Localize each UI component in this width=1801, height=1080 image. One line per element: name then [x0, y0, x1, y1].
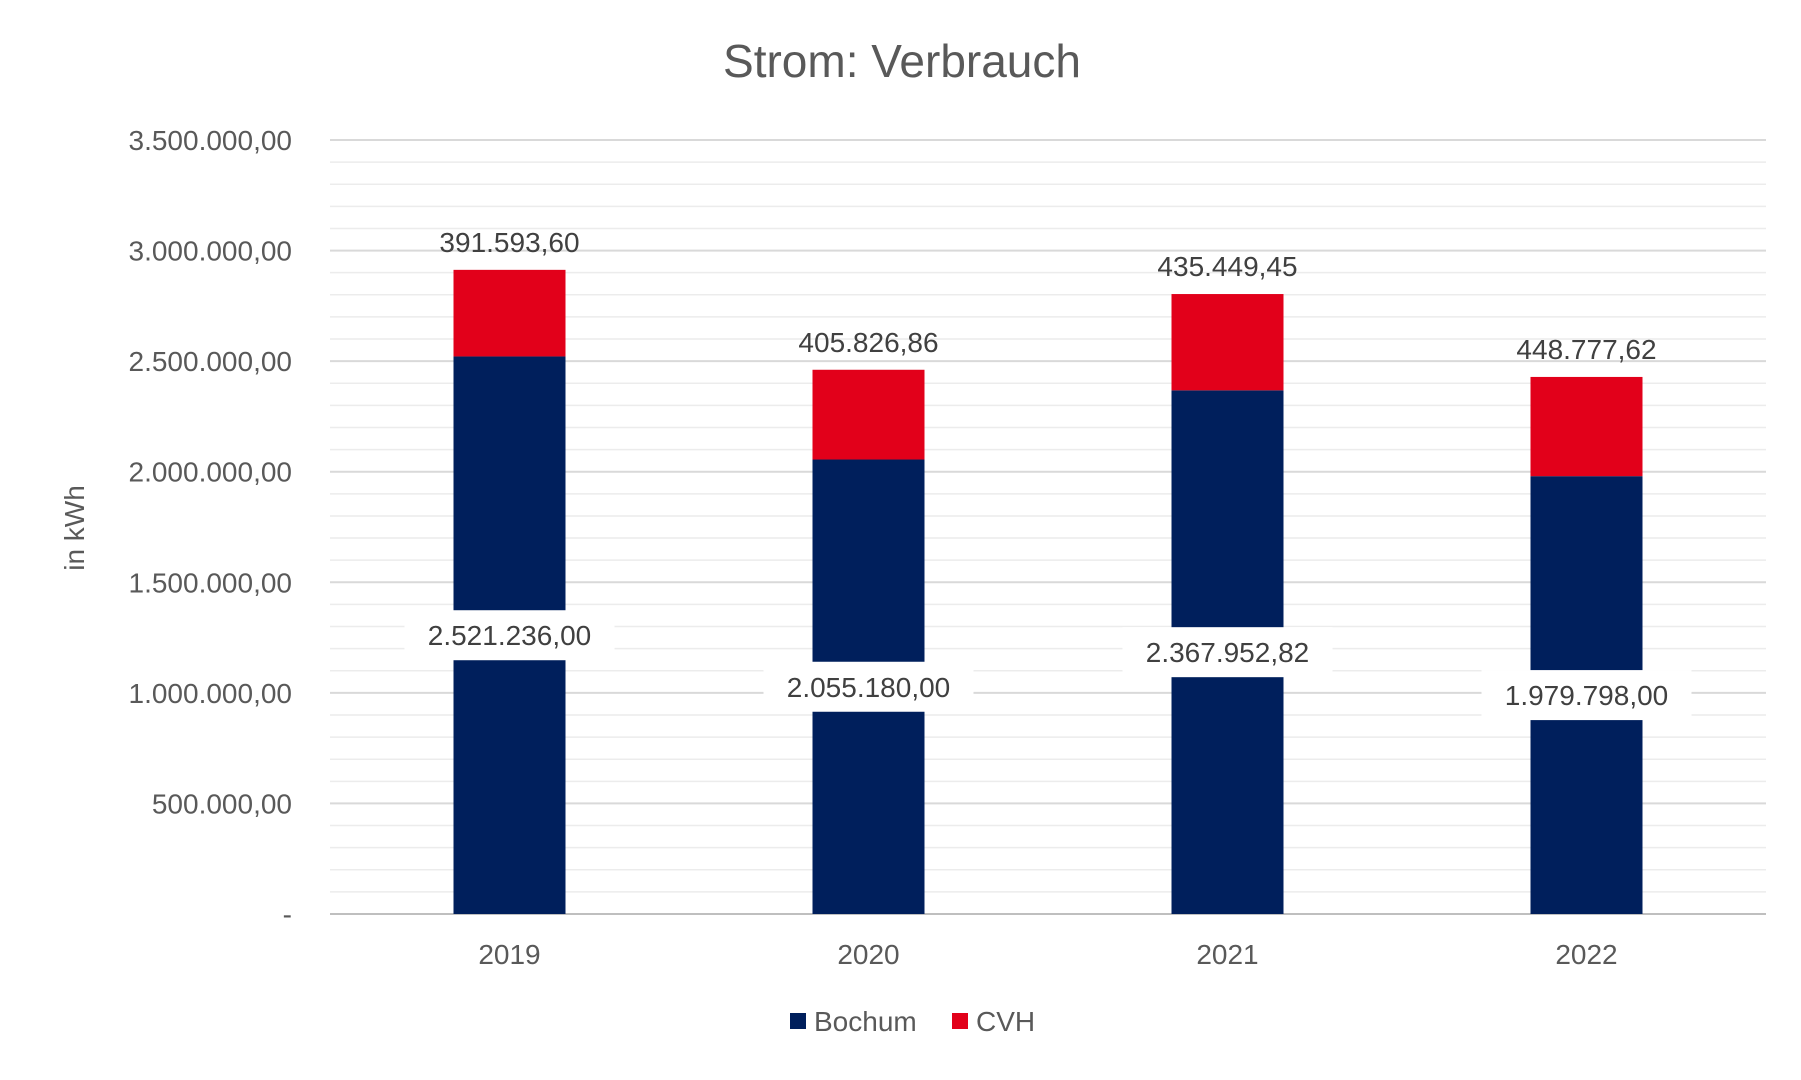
data-labels: 2.521.236,00 391.593,60 2.055.180,00 405.82… [404, 227, 1692, 721]
y-tick-label: 1.500.000,00 [129, 567, 293, 598]
grid-lines [330, 139, 1766, 915]
data-label-cvh-2019: 391.593,60 [439, 227, 579, 258]
chart-title: Strom: Verbrauch [723, 35, 1081, 87]
data-label-bochum-2022: 1.979.798,00 [1505, 680, 1669, 711]
bar-cvh-2021 [1171, 294, 1284, 391]
data-label-cvh-2020: 405.826,86 [798, 327, 938, 358]
y-tick-label: 1.000.000,00 [129, 678, 293, 709]
data-label-bg [404, 610, 615, 661]
data-label-cvh-2021: 435.449,45 [1157, 251, 1297, 282]
y-axis-ticks: - 500.000,00 1.000.000,00 1.500.000,00 2.000… [129, 125, 293, 930]
bar-cvh-2019 [453, 269, 566, 357]
legend: Bochum CVH [790, 1006, 1035, 1037]
legend-swatch-cvh [952, 1013, 968, 1029]
y-axis-label: in kWh [59, 485, 90, 571]
legend-label-cvh: CVH [976, 1006, 1035, 1037]
x-tick-label: 2022 [1555, 939, 1617, 970]
y-tick-label: - [283, 899, 292, 930]
legend-label-bochum: Bochum [814, 1006, 917, 1037]
y-tick-label: 500.000,00 [152, 788, 292, 819]
x-tick-label: 2019 [478, 939, 540, 970]
x-tick-label: 2020 [837, 939, 899, 970]
data-label-cvh-2022: 448.777,62 [1516, 334, 1656, 365]
legend-swatch-bochum [790, 1013, 806, 1029]
y-tick-label: 3.000.000,00 [129, 236, 293, 267]
x-axis-ticks: 2019 2020 2021 2022 [478, 939, 1617, 970]
data-label-bochum-2020: 2.055.180,00 [787, 672, 951, 703]
bar-cvh-2022 [1530, 376, 1643, 477]
data-label-bg [763, 661, 974, 712]
y-tick-label: 2.000.000,00 [129, 457, 293, 488]
data-label-bochum-2021: 2.367.952,82 [1146, 637, 1310, 668]
data-label-bg [1122, 627, 1333, 678]
data-label-bg [1481, 670, 1692, 721]
bars [453, 269, 1643, 915]
y-tick-label: 3.500.000,00 [129, 125, 293, 156]
x-tick-label: 2021 [1196, 939, 1258, 970]
data-label-bochum-2019: 2.521.236,00 [428, 620, 592, 651]
y-tick-label: 2.500.000,00 [129, 346, 293, 377]
bar-cvh-2020 [812, 369, 925, 460]
